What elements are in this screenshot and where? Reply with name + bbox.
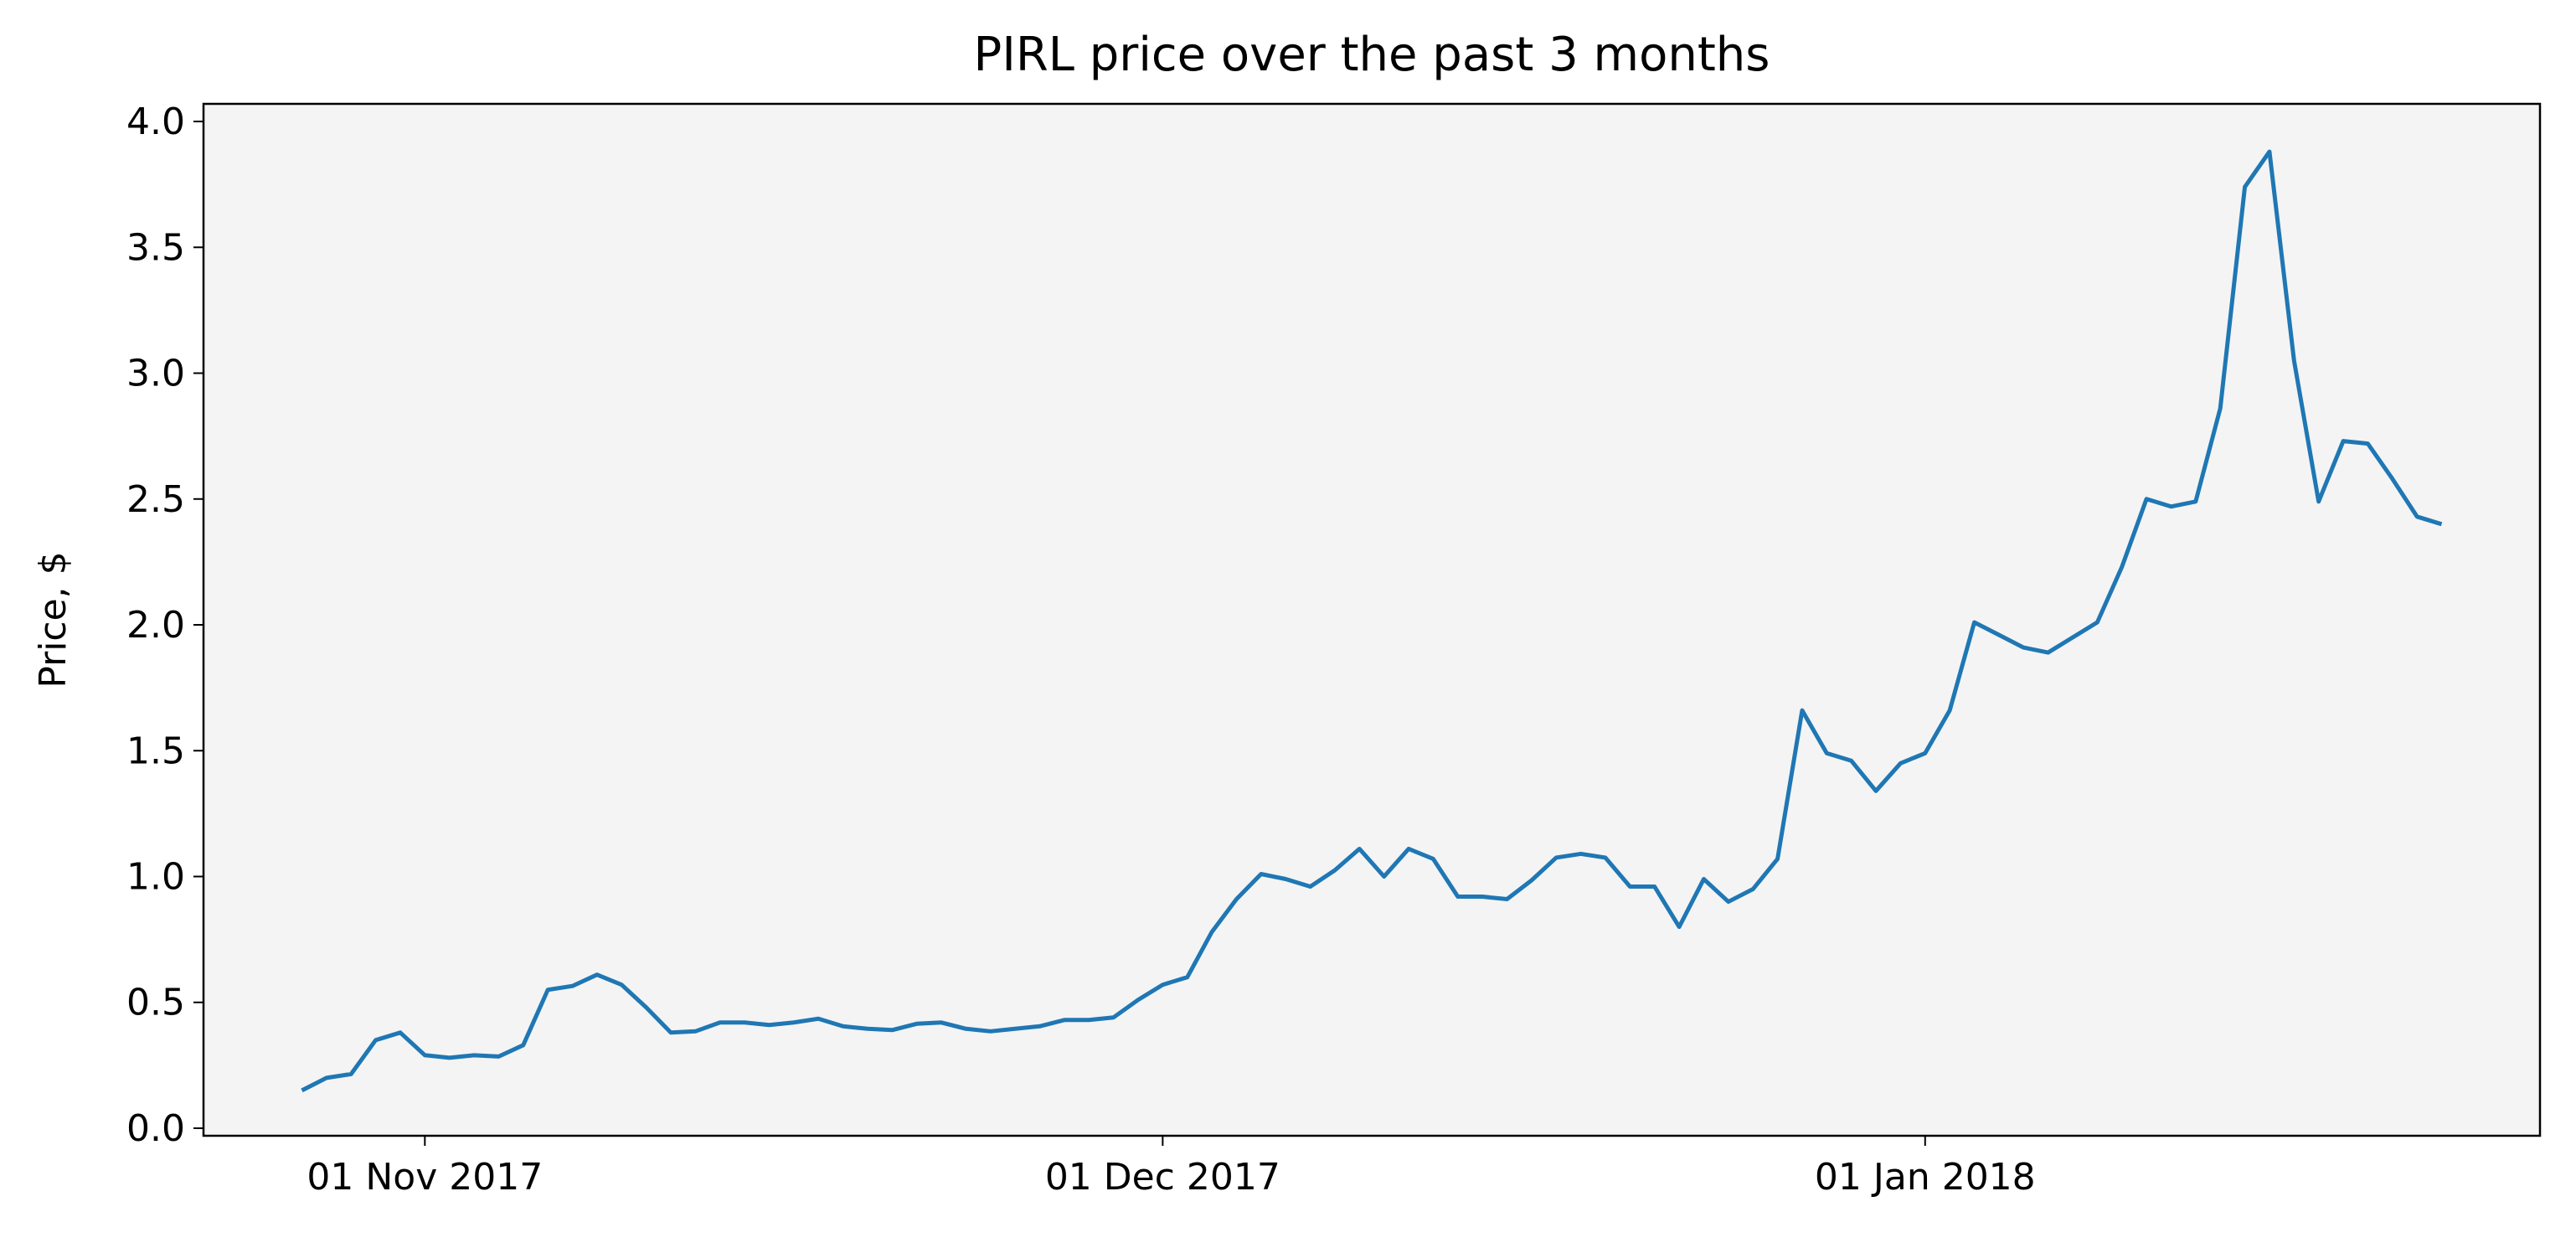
plot-area — [204, 104, 2540, 1136]
y-axis-label: Price, $ — [32, 551, 75, 688]
y-tick-label: 1.5 — [126, 730, 185, 772]
y-tick-label: 4.0 — [126, 101, 185, 143]
y-tick-label: 0.0 — [126, 1107, 185, 1150]
y-tick-label: 3.5 — [126, 226, 185, 269]
y-tick-label: 3.0 — [126, 353, 185, 395]
x-tick-label: 01 Nov 2017 — [307, 1156, 543, 1199]
y-tick-label: 1.0 — [126, 855, 185, 898]
plot-frame — [202, 102, 2542, 1137]
y-tick-label: 0.5 — [126, 982, 185, 1024]
chart-title: PIRL price over the past 3 months — [974, 28, 1770, 82]
x-tick-label: 01 Jan 2018 — [1815, 1156, 2036, 1199]
price-line — [301, 149, 2443, 1093]
x-tick-label: 01 Dec 2017 — [1045, 1156, 1280, 1199]
y-tick-label: 2.0 — [126, 604, 185, 647]
y-tick-label: 2.5 — [126, 478, 185, 521]
